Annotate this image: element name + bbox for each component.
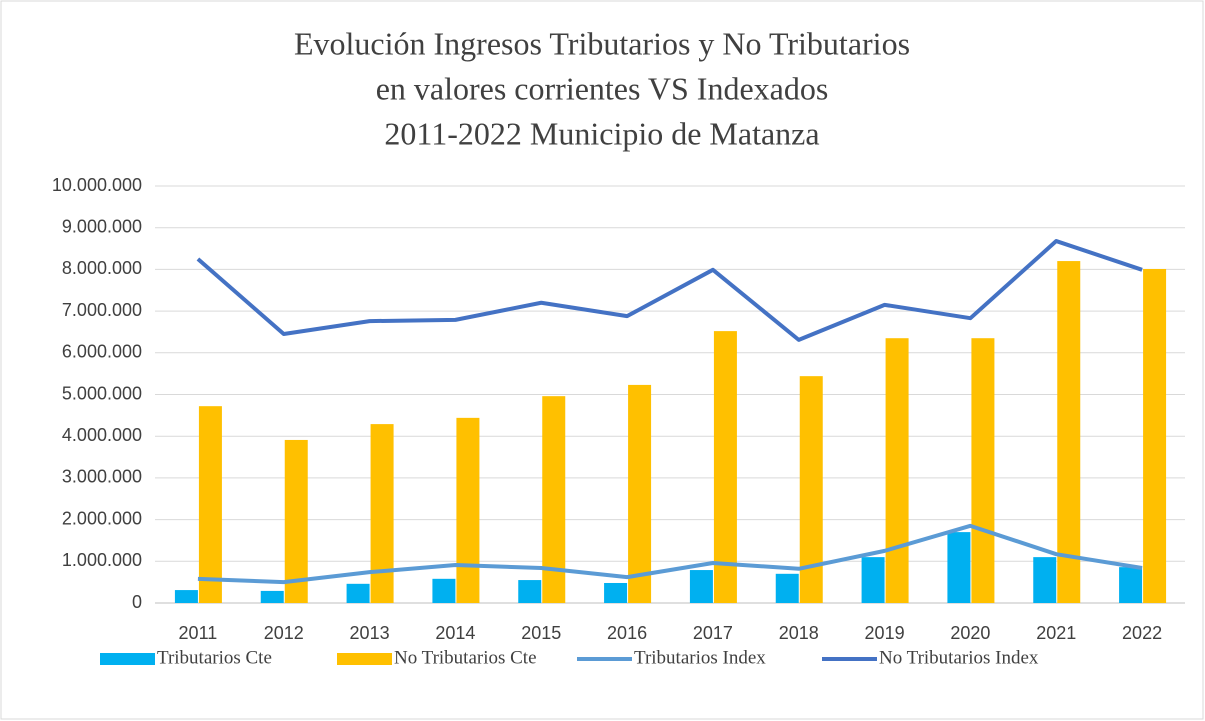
chart-title: en valores corrientes VS Indexados: [376, 70, 829, 106]
bar: [1033, 557, 1057, 603]
x-tick-label: 2020: [950, 623, 990, 643]
x-tick-label: 2011: [179, 623, 218, 643]
bar: [456, 417, 480, 603]
bar: [1057, 261, 1081, 603]
y-tick-label: 6.000.000: [62, 342, 142, 362]
chart-title: 2011-2022 Municipio de Matanza: [384, 115, 819, 151]
x-tick-label: 2021: [1036, 623, 1076, 643]
bar: [775, 573, 799, 603]
bar: [971, 338, 995, 603]
x-tick-label: 2019: [865, 623, 905, 643]
bar: [1143, 268, 1167, 603]
x-tick-label: 2015: [521, 623, 561, 643]
y-tick-label: 0: [132, 592, 142, 612]
legend-label: Tributarios Cte: [157, 647, 272, 668]
bar: [518, 580, 542, 603]
y-tick-label: 4.000.000: [62, 425, 142, 445]
y-tick-label: 8.000.000: [62, 258, 142, 278]
bar: [947, 532, 971, 603]
bar: [174, 590, 198, 603]
x-tick-label: 2014: [435, 623, 475, 643]
x-tick-label: 2022: [1122, 623, 1162, 643]
legend-swatch: [337, 653, 392, 665]
line: [196, 239, 1143, 342]
bar: [713, 331, 737, 603]
bar: [284, 439, 308, 603]
x-tick-label: 2017: [693, 623, 733, 643]
x-tick-label: 2012: [264, 623, 304, 643]
y-tick-label: 3.000.000: [62, 467, 142, 487]
legend-label: No Tributarios Index: [879, 647, 1039, 668]
y-tick-label: 2.000.000: [62, 508, 142, 528]
bar: [370, 424, 394, 603]
bar: [198, 406, 222, 603]
bar: [689, 570, 713, 603]
bar: [542, 396, 566, 603]
bar: [861, 557, 885, 603]
legend-swatch: [100, 653, 155, 665]
y-tick-label: 9.000.000: [62, 216, 142, 236]
y-tick-label: 1.000.000: [62, 550, 142, 570]
bar: [432, 578, 456, 603]
bar: [628, 384, 652, 603]
x-tick-label: 2016: [607, 623, 647, 643]
bar: [604, 582, 628, 603]
chart-title: Evolución Ingresos Tributarios y No Trib…: [294, 25, 910, 61]
x-tick-label: 2013: [350, 623, 390, 643]
bar: [1119, 567, 1143, 603]
y-tick-label: 5.000.000: [62, 383, 142, 403]
line: [197, 523, 1143, 585]
bar: [260, 590, 284, 603]
legend-label: Tributarios Index: [634, 647, 766, 668]
bar: [885, 338, 909, 603]
y-tick-label: 10.000.000: [52, 175, 142, 195]
x-tick-label: 2018: [779, 623, 819, 643]
bar: [799, 376, 823, 603]
bar: [346, 583, 370, 603]
legend-label: No Tributarios Cte: [394, 647, 537, 668]
y-tick-label: 7.000.000: [62, 300, 142, 320]
